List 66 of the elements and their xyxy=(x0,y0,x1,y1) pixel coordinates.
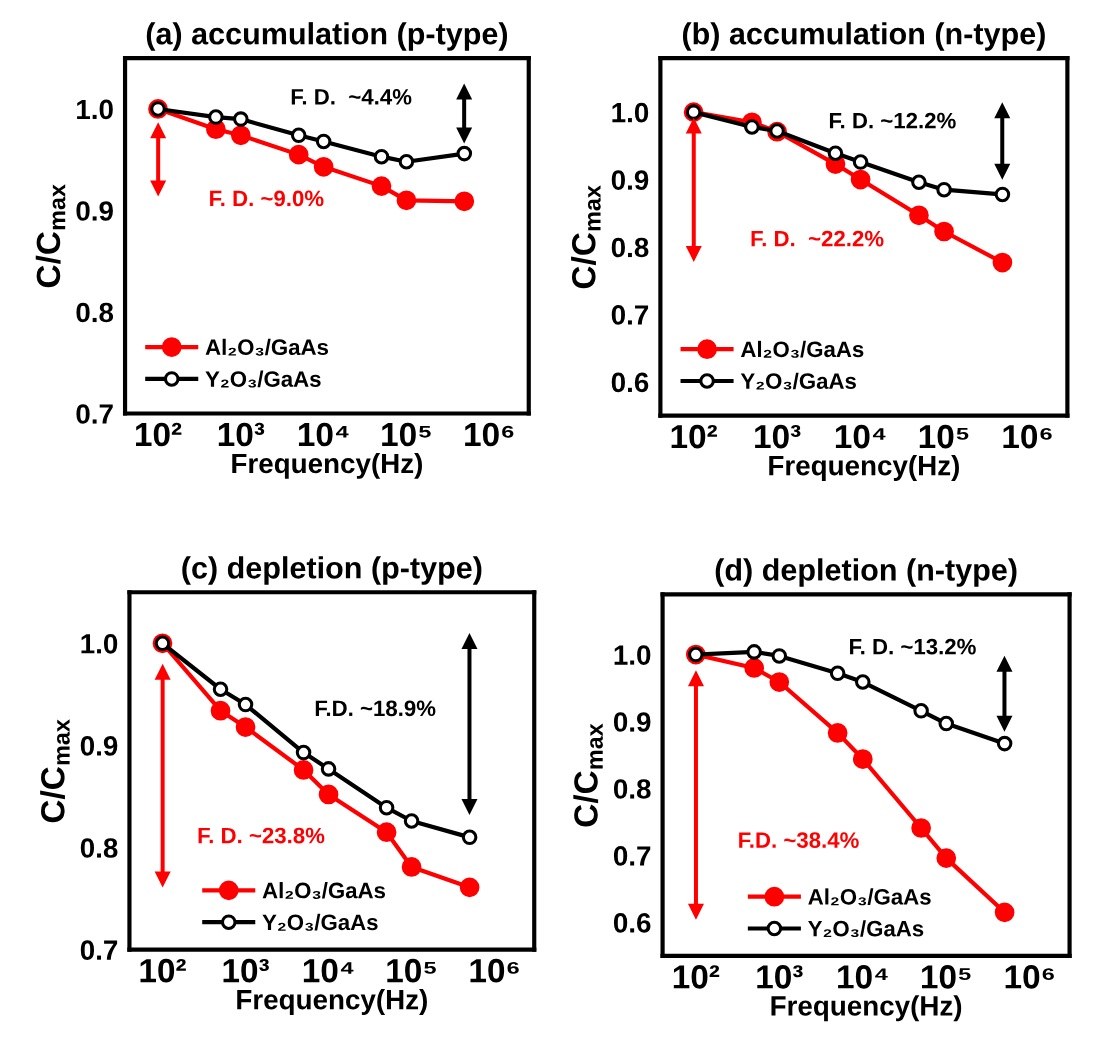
x-tick-label: 10⁶ xyxy=(470,958,519,983)
legend-label: Y₂O₃/GaAs xyxy=(262,913,378,931)
x-tick-label: 10² xyxy=(136,422,182,447)
annotation: F.D. ~38.4% xyxy=(739,832,859,848)
y-tick-label: 0.6 xyxy=(611,372,649,393)
chart-title: (a) accumulation (p-type) xyxy=(146,22,508,51)
x-tick-label: 10² xyxy=(140,958,186,983)
y-tick-label: 0.8 xyxy=(613,779,651,799)
y-axis-title: C/C$_{max}$ xyxy=(40,719,70,823)
x-tick-label: 10⁶ xyxy=(465,422,514,447)
legend-label: Al₂O₃/GaAs xyxy=(262,882,386,899)
x-tick-label: 10⁴ xyxy=(835,424,886,449)
y-tick-label: 0.6 xyxy=(613,913,651,933)
x-tick-label: 10⁴ xyxy=(298,422,349,447)
legend-label: Y₂O₃/GaAs xyxy=(205,370,321,388)
annotation: F. D. ~13.2% xyxy=(850,638,976,655)
legend-label: Al₂O₃/GaAs xyxy=(205,338,329,356)
y-tick-label: 0.8 xyxy=(611,237,649,258)
x-tick-label: 10² xyxy=(673,965,720,989)
y-tick-label: 0.7 xyxy=(611,305,649,325)
x-tick-label: 10³ xyxy=(223,958,269,983)
y-tick-label: 0.9 xyxy=(613,712,651,732)
annotation: F. D. ~9.0% xyxy=(210,190,324,207)
y-tick-label: 0.9 xyxy=(611,170,649,190)
legend-label: Y₂O₃/GaAs xyxy=(740,372,856,390)
x-tick-label: 10⁴ xyxy=(303,958,354,983)
legend-label: Al₂O₃/GaAs xyxy=(740,340,864,358)
annotation: F.D. ~18.9% xyxy=(315,700,436,717)
annotation: F. D. ~12.2% xyxy=(829,112,956,129)
annotation: F. D. ~23.8% xyxy=(198,827,325,844)
annotation: F. D. ~22.2% xyxy=(751,230,884,247)
x-tick-label: 10⁵ xyxy=(382,422,431,447)
chart-title: (c) depletion (p-type) xyxy=(182,556,482,585)
x-axis-title: Frequency(Hz) xyxy=(771,995,962,1022)
x-tick-label: 10³ xyxy=(755,424,801,449)
y-axis-title: C/C$_{max}$ xyxy=(35,184,66,288)
annotation: F. D. ~4.4% xyxy=(291,88,412,105)
legend-label: Al₂O₃/GaAs xyxy=(808,888,931,906)
y-tick-label: 1.0 xyxy=(614,645,651,665)
chart-title: (b) accumulation (n-type) xyxy=(682,22,1045,51)
y-tick-label: 0.9 xyxy=(76,201,113,221)
x-axis-title: Frequency(Hz) xyxy=(232,452,422,479)
y-tick-label: 1.0 xyxy=(77,99,113,120)
y-tick-label: 0.7 xyxy=(76,404,113,424)
x-axis-title: Frequency(Hz) xyxy=(769,455,959,481)
y-tick-label: 0.9 xyxy=(80,736,118,756)
x-axis-title: Frequency(Hz) xyxy=(237,989,427,1015)
x-tick-label: 10⁵ xyxy=(387,958,436,983)
x-tick-label: 10² xyxy=(671,424,718,449)
legend-label: Y₂O₃/GaAs xyxy=(808,920,924,938)
x-tick-label: 10⁶ xyxy=(1003,424,1052,449)
x-tick-label: 10³ xyxy=(757,965,803,989)
y-tick-label: 0.8 xyxy=(80,838,118,858)
y-tick-label: 0.7 xyxy=(613,846,651,866)
y-axis-title: C/C$_{max}$ xyxy=(571,185,601,289)
x-tick-label: 10⁵ xyxy=(921,965,971,989)
y-tick-label: 1.0 xyxy=(81,633,118,654)
x-tick-label: 10⁴ xyxy=(838,965,888,989)
y-tick-label: 0.7 xyxy=(80,940,118,960)
x-tick-label: 10⁶ xyxy=(1005,965,1054,989)
y-axis-title: C/C$_{max}$ xyxy=(573,723,603,827)
y-tick-label: 0.8 xyxy=(76,302,114,323)
chart-title: (d) depletion (n-type) xyxy=(715,558,1017,587)
x-tick-label: 10³ xyxy=(218,422,265,447)
x-tick-label: 10⁵ xyxy=(919,424,969,449)
y-tick-label: 1.0 xyxy=(612,102,649,123)
